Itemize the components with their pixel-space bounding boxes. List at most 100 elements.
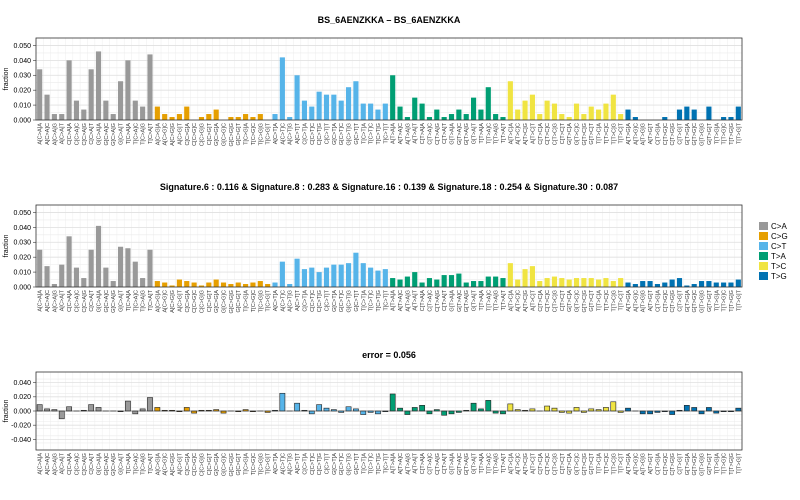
- legend-swatch: [759, 272, 768, 280]
- bar-A[C>G]C: [162, 282, 168, 287]
- bar-T[T>A]G: [492, 410, 499, 414]
- x-tick-label: A[T>A]C: [398, 453, 404, 474]
- x-tick-label: C[C>G]T: [207, 452, 213, 475]
- bar-A[C>A]G: [51, 284, 57, 287]
- bar-T[C>A]C: [132, 261, 138, 287]
- x-tick-label: T[T>A]G: [494, 290, 500, 311]
- bar-G[T>G]A: [683, 405, 690, 412]
- x-tick-label: A[T>C]C: [516, 123, 522, 145]
- x-tick-label: C[C>G]G: [199, 290, 205, 313]
- x-tick-label: A[T>A]T: [413, 122, 419, 143]
- bar-C[C>A]T: [88, 249, 94, 287]
- x-tick-label: A[T>A]T: [413, 289, 419, 310]
- bar-C[C>T]C: [309, 106, 315, 120]
- x-tick-label: T[C>A]A: [126, 290, 132, 312]
- bar-T[T>C]C: [603, 278, 609, 287]
- bar-G[T>C]A: [566, 410, 573, 414]
- bar-G[C>G]T: [235, 282, 241, 287]
- bar-G[C>T]T: [353, 81, 359, 120]
- x-tick-label: T[C>T]A: [361, 123, 367, 144]
- bar-C[C>T]C: [309, 267, 315, 287]
- x-tick-label: G[C>A]G: [111, 453, 117, 476]
- bar-T[T>A]T: [500, 278, 506, 287]
- bar-C[T>C]A: [537, 281, 543, 287]
- bar-T[T>G]G: [728, 117, 734, 120]
- bar-A[C>T]A: [272, 282, 278, 287]
- x-tick-label: A[C>G]G: [170, 453, 176, 476]
- x-tick-label: C[T>C]C: [545, 123, 551, 145]
- bar-C[T>A]T: [441, 117, 447, 120]
- bar-A[C>A]G: [51, 114, 57, 120]
- bar-G[T>G]G: [698, 281, 705, 287]
- x-tick-label: C[C>G]T: [207, 289, 213, 312]
- x-tick-label: T[C>G]G: [258, 123, 264, 146]
- bar-C[C>A]A: [66, 236, 72, 287]
- x-tick-label: T[C>A]T: [148, 122, 154, 144]
- bar-T[C>G]C: [250, 117, 256, 120]
- x-tick-label: T[C>A]A: [126, 123, 132, 145]
- x-tick-label: C[T>C]C: [545, 290, 551, 312]
- x-tick-label: A[C>A]A: [38, 453, 44, 475]
- bar-C[C>A]A: [66, 406, 72, 412]
- x-tick-label: A[C>A]G: [52, 290, 58, 312]
- x-tick-label: G[T>A]T: [472, 289, 478, 311]
- chart-title: error = 0.056: [362, 350, 416, 360]
- bar-C[T>C]G: [551, 276, 558, 287]
- x-tick-label: A[C>G]T: [177, 122, 183, 144]
- x-tick-label: T[T>A]C: [486, 290, 492, 311]
- bar-A[T>G]C: [632, 284, 638, 287]
- y-tick-label: 0.020: [13, 255, 31, 262]
- y-tick-label: 0.050: [13, 210, 31, 217]
- x-tick-label: C[C>T]A: [302, 123, 308, 145]
- x-tick-label: G[T>C]T: [589, 122, 595, 144]
- x-tick-label: A[T>C]T: [530, 289, 536, 311]
- x-tick-label: C[C>G]C: [192, 123, 198, 146]
- x-tick-label: C[C>A]T: [89, 452, 95, 474]
- legend-swatch: [759, 262, 768, 270]
- bar-G[C>T]G: [345, 263, 352, 287]
- x-tick-label: G[C>A]T: [119, 289, 125, 311]
- x-tick-label: C[T>G]T: [677, 452, 683, 474]
- x-tick-label: G[C>A]G: [111, 123, 117, 146]
- x-tick-label: A[T>A]G: [405, 123, 411, 145]
- bar-A[T>A]A: [390, 278, 396, 287]
- bar-C[C>T]G: [316, 91, 322, 120]
- x-tick-label: A[C>G]A: [155, 290, 161, 312]
- x-tick-label: C[T>C]C: [545, 453, 551, 475]
- bar-A[T>A]C: [397, 106, 403, 120]
- bar-A[T>A]G: [404, 410, 411, 415]
- bar-G[C>T]C: [338, 100, 344, 120]
- bar-G[T>C]C: [573, 103, 580, 120]
- x-tick-label: C[C>A]G: [82, 453, 88, 476]
- x-tick-label: C[C>G]G: [199, 123, 205, 146]
- bar-C[C>G]A: [183, 407, 190, 412]
- bar-T[C>A]T: [147, 54, 153, 120]
- x-tick-label: C[C>G]G: [199, 453, 205, 476]
- bar-T[C>A]G: [139, 408, 146, 412]
- x-tick-label: A[T>G]T: [648, 452, 654, 474]
- y-tick-label: 0.000: [13, 284, 31, 291]
- x-tick-label: A[C>A]C: [45, 123, 51, 145]
- bar-C[C>A]T: [88, 69, 94, 120]
- x-tick-label: G[C>T]A: [332, 453, 338, 475]
- bar-C[C>G]A: [184, 281, 190, 287]
- x-tick-label: G[T>G]C: [692, 453, 698, 476]
- legend-label: C>A: [771, 222, 787, 231]
- x-tick-label: C[T>A]A: [420, 290, 426, 312]
- bar-C[T>A]C: [426, 410, 433, 415]
- bar-T[T>C]G: [610, 281, 616, 287]
- x-tick-label: A[T>A]T: [413, 452, 419, 473]
- bar-C[T>A]T: [441, 275, 447, 287]
- bar-C[T>C]G: [551, 407, 558, 412]
- x-tick-label: G[T>G]G: [700, 290, 706, 313]
- bar-G[T>A]C: [456, 273, 462, 287]
- observed-spectrum-panel: BS_6AENZKKA – BS_6AENZKKA fraction 0.000…: [3, 15, 743, 146]
- bar-A[T>G]C: [632, 117, 638, 120]
- x-tick-label: T[C>G]A: [244, 290, 250, 312]
- x-tick-label: G[T>G]A: [685, 123, 691, 145]
- bar-C[T>A]G: [434, 109, 440, 120]
- bar-A[T>A]T: [411, 407, 418, 412]
- x-tick-label: A[C>A]T: [60, 122, 66, 144]
- x-tick-label: T[C>T]G: [376, 290, 382, 312]
- x-tick-label: G[T>C]C: [575, 290, 581, 312]
